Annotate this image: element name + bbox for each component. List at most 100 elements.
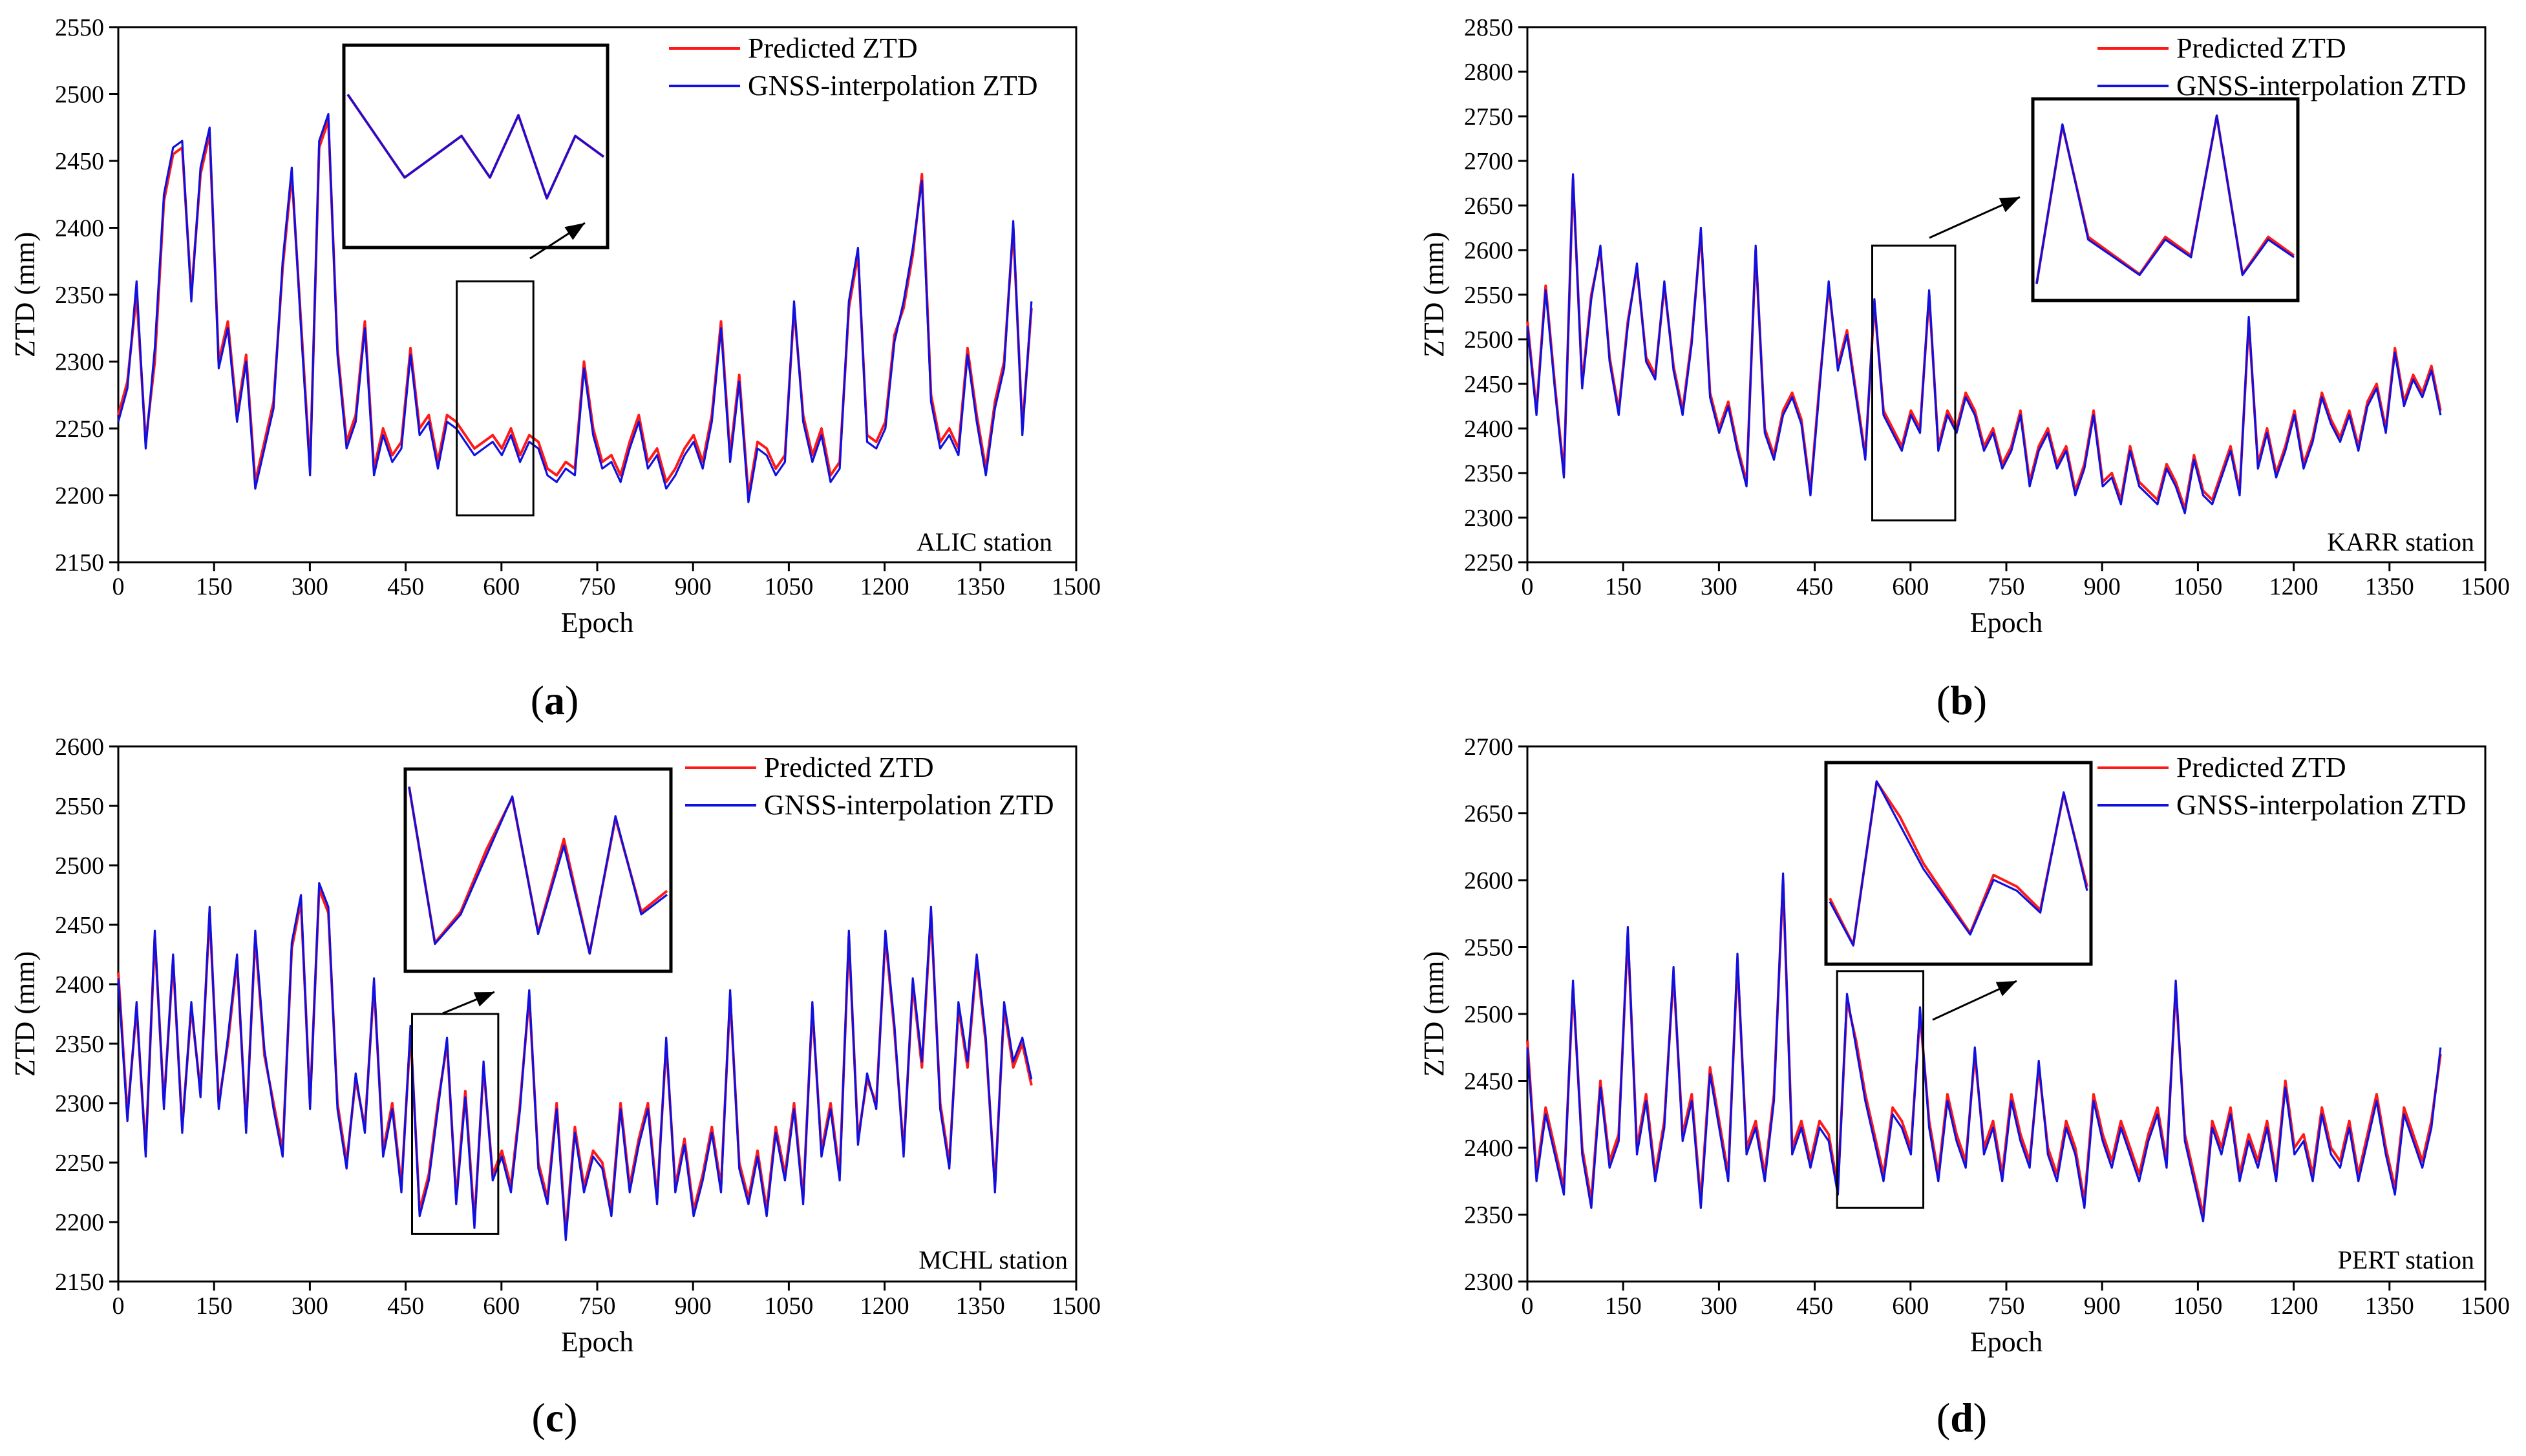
y-tick-label: 2550 [55,14,104,41]
caption-part: ) [1973,677,1987,723]
caption-part: c [546,1395,564,1440]
x-tick-label: 0 [1522,573,1534,600]
caption-part: ) [565,677,578,723]
y-tick-label: 2300 [1464,505,1513,532]
y-tick-label: 2200 [55,483,104,510]
x-tick-label: 0 [112,1292,125,1320]
x-tick-label: 1350 [956,1292,1005,1320]
x-tick-label: 150 [1605,573,1642,600]
panel-caption: (a) [531,677,579,723]
y-tick-label: 2500 [55,852,104,880]
zoom-arrow-head [1995,981,2017,997]
x-tick-label: 1350 [2365,573,2414,600]
y-tick-label: 2450 [55,912,104,939]
x-tick-label: 1500 [2461,1292,2510,1320]
y-tick-label: 2600 [1464,237,1513,264]
x-tick-label: 1200 [860,573,909,600]
y-tick-label: 2550 [1464,934,1513,962]
y-tick-label: 2400 [55,971,104,998]
zoom-inset-frame [1824,761,2093,966]
caption-part: ) [564,1395,577,1440]
zoom-inset-frame [403,767,673,973]
y-tick-label: 2350 [1464,460,1513,487]
y-tick-label: 2350 [55,282,104,309]
x-tick-label: 300 [292,1292,328,1320]
series-line-gnss [1526,872,2442,1223]
y-tick-label: 2450 [1464,371,1513,398]
y-tick-label: 2400 [55,215,104,242]
x-tick-label: 0 [1522,1292,1534,1320]
legend-label-predicted: Predicted ZTD [2176,752,2346,783]
station-label: ALIC station [917,527,1052,556]
x-tick-label: 600 [483,1292,520,1320]
x-tick-label: 1500 [2461,573,2510,600]
y-tick-label: 2400 [1464,416,1513,443]
x-tick-label: 1200 [2269,1292,2319,1320]
y-tick-label: 2550 [1464,282,1513,309]
caption-part: b [1950,677,1973,723]
x-tick-label: 900 [675,573,712,600]
y-tick-label: 2700 [1464,148,1513,175]
y-tick-label: 2300 [55,349,104,376]
x-tick-label: 1200 [860,1292,909,1320]
x-tick-label: 300 [1701,573,1737,600]
y-tick-label: 2400 [1464,1135,1513,1162]
x-tick-label: 1050 [2173,573,2222,600]
y-tick-label: 2700 [1464,733,1513,761]
y-axis-title: ZTD (mm) [9,232,41,357]
y-tick-label: 2500 [1464,1001,1513,1028]
x-axis-title: Epoch [1970,607,2043,638]
panel-caption: (b) [1937,677,1987,723]
caption-part: d [1950,1395,1973,1440]
station-label: KARR station [2327,527,2474,556]
y-tick-label: 2550 [55,793,104,820]
x-tick-label: 1350 [2365,1292,2414,1320]
station-label: MCHL station [918,1245,1068,1274]
x-tick-label: 150 [196,1292,233,1320]
x-tick-label: 600 [1892,573,1929,600]
y-tick-label: 2650 [1464,801,1513,828]
x-tick-label: 450 [1796,573,1833,600]
series-line-gnss [117,112,1033,503]
x-tick-label: 1050 [764,573,813,600]
y-axis-title: ZTD (mm) [1418,951,1450,1077]
y-tick-label: 2600 [55,733,104,761]
inset-line-gnss [408,786,668,955]
y-tick-label: 2450 [55,148,104,175]
plot-frame [1526,26,2487,564]
y-tick-label: 2850 [1464,14,1513,41]
y-tick-label: 2750 [1464,103,1513,131]
x-tick-label: 600 [483,573,520,600]
zoom-arrow-head [1999,197,2020,213]
caption-part: ( [1937,1395,1950,1440]
x-tick-label: 900 [2084,573,2121,600]
series-line-gnss [1526,173,2442,514]
legend-label-gnss: GNSS-interpolation ZTD [2176,70,2467,101]
caption-part: ) [1973,1395,1987,1440]
caption-part: ( [531,677,544,723]
y-tick-label: 2250 [55,416,104,443]
y-tick-label: 2150 [55,549,104,576]
x-tick-label: 1500 [1052,1292,1101,1320]
zoom-region-box [456,280,535,517]
x-tick-label: 450 [1796,1292,1833,1320]
y-axis-title: ZTD (mm) [1418,232,1450,357]
panel-caption: (d) [1937,1395,1987,1440]
x-tick-label: 750 [1988,1292,2025,1320]
zoom-region-box [1871,244,1957,522]
x-tick-label: 450 [387,573,424,600]
legend-label-gnss: GNSS-interpolation ZTD [2176,789,2467,821]
x-tick-label: 150 [1605,1292,1642,1320]
y-tick-label: 2200 [55,1209,104,1236]
y-tick-label: 2350 [1464,1202,1513,1229]
caption-part: ( [1937,677,1950,723]
panel-caption: (c) [531,1395,577,1440]
x-tick-label: 1200 [2269,573,2319,600]
series-line-gnss [117,881,1033,1241]
inset-line-gnss [2035,114,2295,284]
y-tick-label: 2350 [55,1031,104,1058]
y-tick-label: 2300 [55,1090,104,1117]
x-tick-label: 1350 [956,573,1005,600]
x-tick-label: 750 [579,1292,616,1320]
zoom-inset-frame [342,43,610,249]
